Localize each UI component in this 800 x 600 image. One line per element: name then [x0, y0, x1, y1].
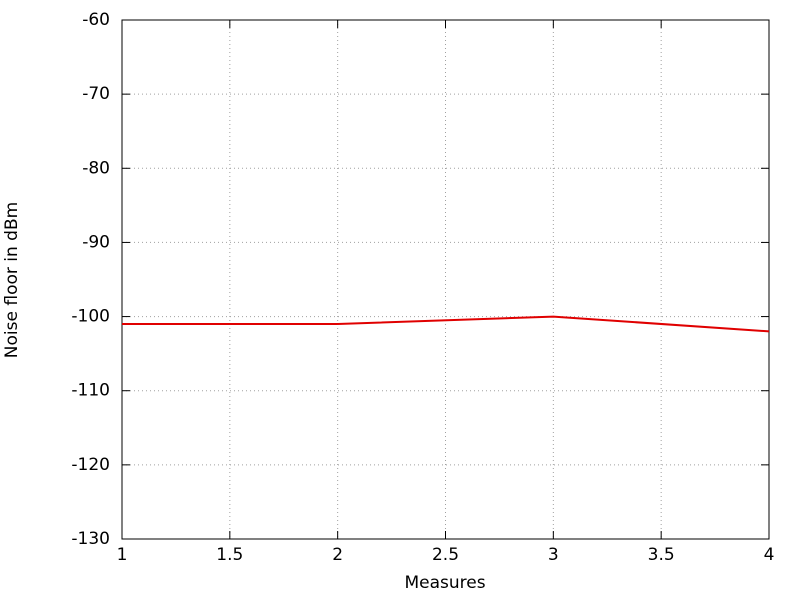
x-tick-label: 2.5: [432, 545, 459, 565]
x-tick-label: 2: [332, 545, 343, 565]
y-axis-label: Noise floor in dBm: [2, 202, 22, 358]
y-tick-label: -60: [82, 10, 110, 30]
y-tick-label: -70: [82, 84, 110, 104]
y-tick-label: -100: [71, 307, 110, 327]
x-tick-label: 1: [117, 545, 128, 565]
y-tick-label: -120: [71, 455, 110, 475]
y-tick-label: -90: [82, 232, 110, 252]
x-tick-label: 3: [548, 545, 559, 565]
x-axis-label: Measures: [404, 573, 485, 593]
x-tick-label: 1.5: [216, 545, 243, 565]
plot-frame: [121, 19, 770, 540]
y-tick-label: -130: [71, 529, 110, 549]
x-tick-label: 4: [764, 545, 775, 565]
data-line: [122, 315, 770, 333]
y-tick-label: -80: [82, 158, 110, 178]
y-tick-label: -110: [71, 381, 110, 401]
x-tick-label: 3.5: [648, 545, 675, 565]
